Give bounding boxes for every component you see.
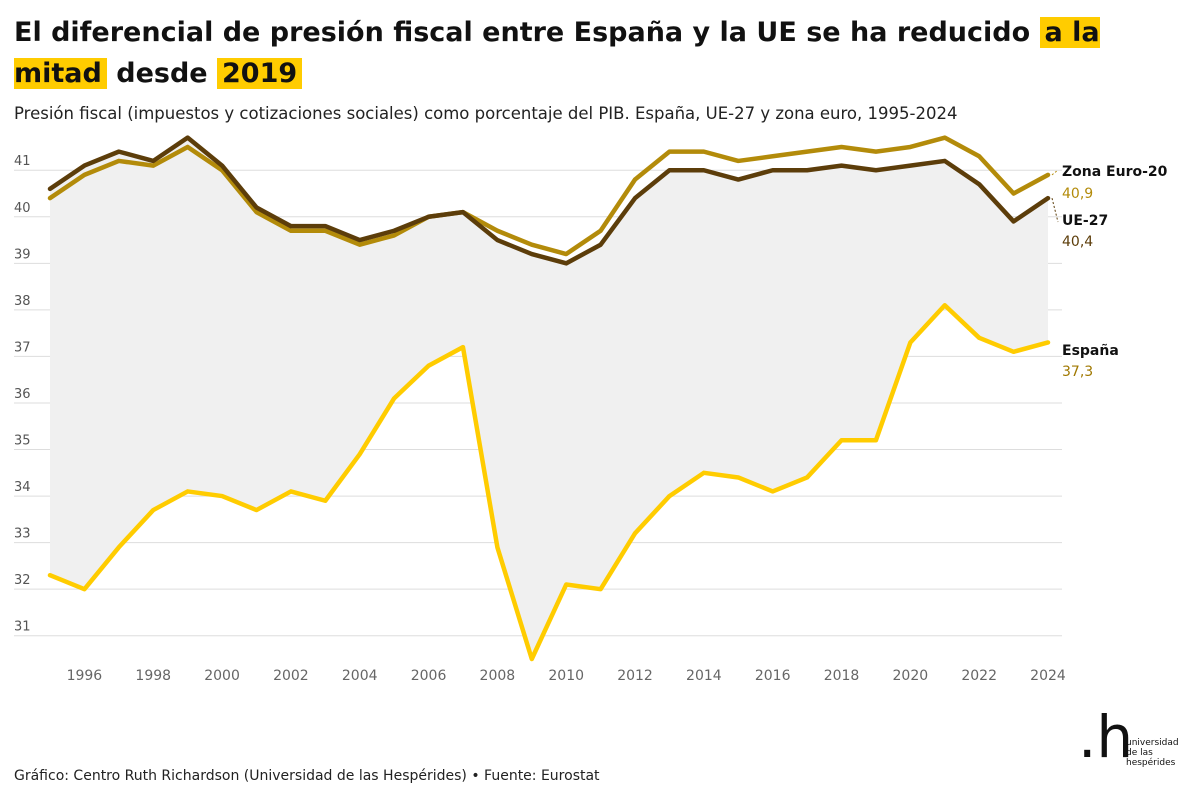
chart-title: El diferencial de presión fiscal entre E… — [14, 12, 1189, 94]
x-tick-label: 2008 — [480, 668, 516, 684]
y-tick-label: 33 — [14, 527, 31, 542]
gap-fill-area — [50, 137, 1048, 660]
title-highlight-year: 2019 — [217, 58, 303, 89]
series-end-value: 37,3 — [1062, 364, 1093, 380]
logo-text: universidad de las hespérides — [1126, 738, 1179, 768]
series-name-label: UE-27 — [1062, 213, 1108, 229]
y-tick-label: 34 — [14, 480, 31, 495]
series-end-value: 40,4 — [1062, 234, 1093, 250]
x-tick-label: 2024 — [1030, 668, 1066, 684]
series-name-label: Zona Euro-20 — [1062, 164, 1168, 180]
x-tick-label: 1996 — [67, 668, 103, 684]
y-tick-label: 37 — [14, 340, 31, 355]
y-tick-label: 40 — [14, 201, 31, 216]
y-tick-label: 41 — [14, 154, 31, 169]
series-end-value: 40,9 — [1062, 186, 1093, 202]
x-tick-label: 2016 — [755, 668, 791, 684]
y-tick-label: 32 — [14, 573, 31, 588]
x-tick-label: 2018 — [824, 668, 860, 684]
chart-subtitle: Presión fiscal (impuestos y cotizaciones… — [14, 104, 958, 123]
series-lines — [47, 135, 1051, 662]
logo-line1: universidad — [1126, 738, 1179, 748]
y-tick-label: 36 — [14, 387, 31, 402]
series-line-zona-euro-20 — [47, 135, 1051, 257]
y-axis-ticks: 31 32 33 34 35 36 37 38 39 40 41 — [14, 154, 31, 634]
footer-credit: Gráfico: Centro Ruth Richardson (Univers… — [14, 768, 600, 784]
title-part1: El diferencial de presión fiscal entre E… — [14, 17, 1031, 48]
x-tick-label: 2000 — [204, 668, 240, 684]
logo-line2: de las — [1126, 748, 1153, 758]
y-tick-label: 39 — [14, 247, 31, 262]
x-tick-label: 2010 — [548, 668, 584, 684]
x-tick-label: 2006 — [411, 668, 447, 684]
x-tick-label: 2020 — [893, 668, 929, 684]
series-end-labels: Zona Euro-20 40,9 UE-27 40,4 España 37,3 — [1051, 164, 1168, 380]
x-tick-label: 1998 — [135, 668, 171, 684]
series-line-españa — [47, 302, 1051, 662]
x-axis-ticks: 1996 1998 2000 2002 2004 2006 2008 2010 2012 2014… — [67, 668, 1066, 684]
logo-line3: hespérides — [1126, 758, 1176, 768]
gap-area — [50, 137, 1048, 660]
y-tick-label: 31 — [14, 620, 31, 635]
university-logo: .h universidad de las hespérides — [1078, 703, 1188, 772]
x-tick-label: 2004 — [342, 668, 378, 684]
x-tick-label: 2012 — [617, 668, 653, 684]
title-part2: desde — [116, 58, 208, 89]
y-tick-label: 38 — [14, 294, 31, 309]
series-name-label: España — [1062, 343, 1119, 359]
label-leader-line — [1051, 198, 1059, 223]
logo-mark: .h — [1078, 703, 1134, 771]
label-leader-line — [1051, 169, 1059, 176]
y-tick-label: 35 — [14, 434, 31, 449]
series-line-ue-27 — [47, 135, 1051, 266]
x-tick-label: 2002 — [273, 668, 309, 684]
x-tick-label: 2022 — [961, 668, 997, 684]
x-tick-label: 2014 — [686, 668, 722, 684]
